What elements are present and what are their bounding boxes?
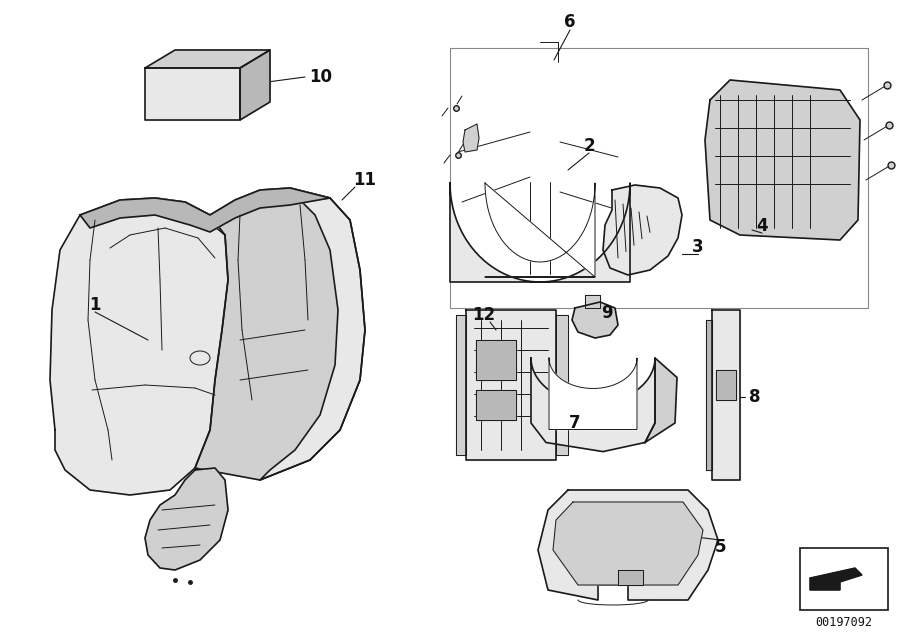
Polygon shape bbox=[553, 502, 703, 585]
Polygon shape bbox=[706, 320, 712, 470]
Polygon shape bbox=[260, 188, 365, 480]
Text: 1: 1 bbox=[89, 296, 101, 314]
Polygon shape bbox=[466, 310, 556, 460]
Polygon shape bbox=[240, 50, 270, 120]
Polygon shape bbox=[572, 302, 618, 338]
Text: 2: 2 bbox=[583, 137, 595, 155]
Polygon shape bbox=[145, 50, 270, 68]
Text: 00197092: 00197092 bbox=[815, 616, 872, 628]
Polygon shape bbox=[716, 370, 736, 400]
Polygon shape bbox=[556, 315, 568, 455]
Polygon shape bbox=[585, 295, 600, 308]
Polygon shape bbox=[712, 310, 740, 480]
Polygon shape bbox=[450, 183, 630, 282]
Polygon shape bbox=[618, 570, 643, 585]
Polygon shape bbox=[810, 568, 862, 590]
Polygon shape bbox=[531, 358, 655, 452]
Polygon shape bbox=[538, 490, 718, 600]
Polygon shape bbox=[705, 80, 860, 240]
Polygon shape bbox=[549, 358, 637, 429]
Text: 11: 11 bbox=[354, 171, 376, 189]
Text: 8: 8 bbox=[749, 388, 760, 406]
Text: 12: 12 bbox=[472, 306, 496, 324]
Polygon shape bbox=[145, 68, 240, 120]
Text: 6: 6 bbox=[564, 13, 576, 31]
Polygon shape bbox=[603, 185, 682, 275]
Polygon shape bbox=[476, 340, 516, 380]
Text: 3: 3 bbox=[692, 238, 704, 256]
Polygon shape bbox=[485, 183, 595, 277]
Text: 7: 7 bbox=[569, 414, 580, 432]
Text: 9: 9 bbox=[601, 304, 613, 322]
Polygon shape bbox=[645, 358, 677, 443]
Bar bbox=[450, 48, 868, 308]
Bar bbox=[800, 548, 888, 610]
Text: 10: 10 bbox=[310, 68, 332, 86]
Polygon shape bbox=[476, 390, 516, 420]
Polygon shape bbox=[463, 124, 479, 152]
Text: 4: 4 bbox=[756, 217, 768, 235]
Text: 5: 5 bbox=[715, 538, 725, 556]
Polygon shape bbox=[456, 315, 466, 455]
Polygon shape bbox=[185, 188, 365, 480]
Polygon shape bbox=[80, 188, 330, 232]
Polygon shape bbox=[50, 198, 228, 495]
Polygon shape bbox=[145, 468, 228, 570]
